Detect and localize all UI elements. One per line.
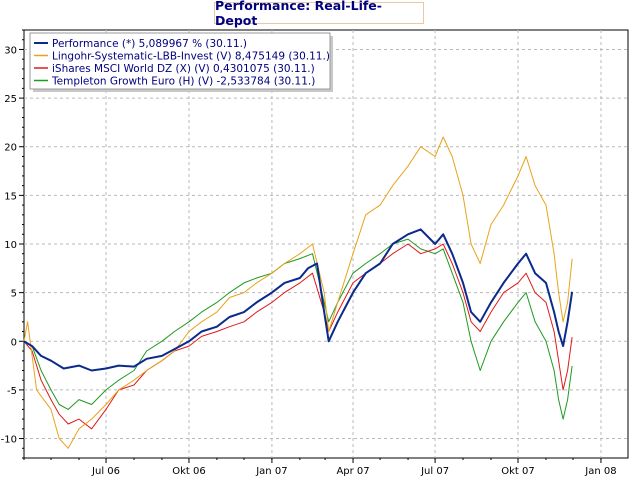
- legend-box: [29, 32, 331, 90]
- y-tick-label: 20: [4, 143, 17, 154]
- legend-label: Lingohr-Systematic-LBB-Invest (V) 8,4751…: [52, 51, 330, 63]
- series-lines: [23, 136, 574, 449]
- series-line-2: [23, 136, 573, 449]
- x-axis: Jul 06 Okt 06 Jan 07 Apr 07 Jul 07 Okt 07 Jan …: [23, 458, 617, 477]
- legend-label: iShares MSCI World DZ (X) (V) 0,4301075 …: [52, 63, 315, 75]
- series-line-1: [23, 228, 574, 372]
- x-tick-label: Jan 08: [584, 466, 616, 477]
- y-tick-label: 15: [4, 191, 17, 202]
- x-tick-label: Jul 06: [91, 466, 120, 477]
- x-tick-label: Jan 07: [255, 466, 287, 477]
- y-tick-label: 25: [4, 94, 17, 105]
- y-tick-label: 0: [11, 337, 17, 348]
- x-tick-label: Okt 06: [172, 466, 206, 477]
- x-tick-label: Jul 07: [420, 466, 449, 477]
- chart-title: Performance: Real-Life-Depot: [214, 0, 424, 28]
- y-tick-label: 30: [4, 45, 17, 56]
- y-tick-label: 5: [11, 289, 17, 300]
- x-tick-label: Okt 07: [501, 466, 535, 477]
- x-tick-label: Apr 07: [336, 466, 369, 477]
- y-tick-label: -5: [7, 386, 17, 397]
- legend: Performance (*) 5,089967 % (30.11.)Lingo…: [29, 32, 333, 92]
- legend-label: Performance (*) 5,089967 % (30.11.): [52, 38, 247, 50]
- y-tick-label: 10: [4, 240, 17, 251]
- y-axis: -10 -5 0 5 10 15 20 25 30: [1, 29, 24, 459]
- legend-label: Templeton Growth Euro (H) (V) -2,533784 …: [51, 76, 315, 88]
- y-tick-label: -10: [1, 435, 17, 446]
